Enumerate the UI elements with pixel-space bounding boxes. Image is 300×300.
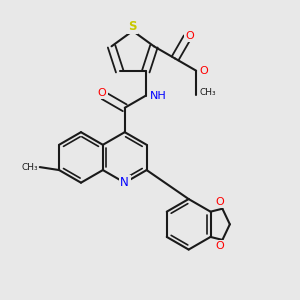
Text: O: O xyxy=(199,66,208,76)
Text: N: N xyxy=(120,176,129,189)
Text: O: O xyxy=(186,31,195,41)
Text: O: O xyxy=(98,88,106,98)
Text: N: N xyxy=(120,176,129,189)
Text: CH₃: CH₃ xyxy=(200,88,216,97)
Text: S: S xyxy=(128,20,137,33)
Text: NH: NH xyxy=(149,91,166,100)
Text: O: O xyxy=(215,197,224,207)
Text: CH₃: CH₃ xyxy=(22,163,38,172)
Text: O: O xyxy=(215,242,224,251)
